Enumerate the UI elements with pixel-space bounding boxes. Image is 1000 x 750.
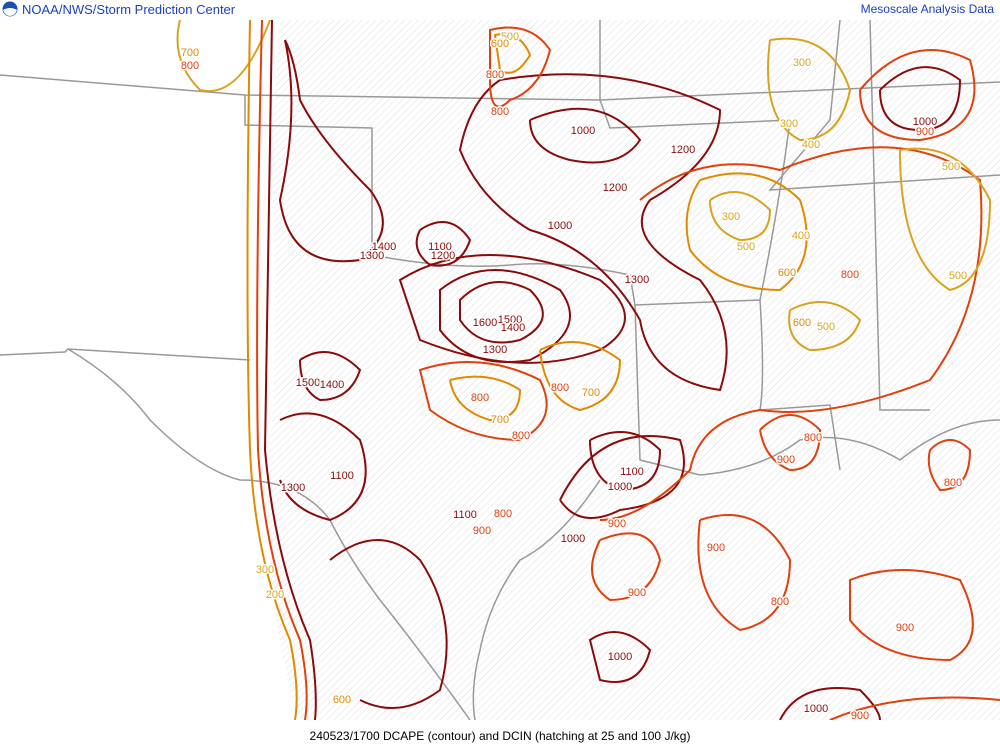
contour-label: 1100 [330,470,354,482]
contour-label: 700 [181,47,199,59]
contour-label: 1100 [453,509,477,521]
contour-label: 1300 [625,274,649,286]
map-caption: 240523/1700 DCAPE (contour) and DCIN (ha… [309,729,691,743]
contour-label: 1000 [608,481,632,493]
contour-label: 800 [944,477,962,489]
contour-label: 200 [266,589,284,601]
contour-label: 900 [916,126,934,138]
contour-label: 1200 [603,182,627,194]
contour-label: 1300 [281,482,305,494]
contour-label: 600 [778,267,796,279]
contour-label: 500 [949,270,967,282]
contour-label: 500 [817,321,835,333]
contour-label: 300 [256,564,274,576]
dcin-hatching-area [268,20,1000,720]
contour-label: 1000 [561,533,585,545]
contour-label: 300 [722,211,740,223]
contour-label: 600 [333,694,351,706]
contour-label: 700 [582,387,600,399]
dcape-contours [176,20,1000,720]
contour-label: 1300 [483,344,507,356]
contour-label: 1000 [548,220,572,232]
contour-label: 1400 [501,322,525,334]
contour-label: 500 [737,241,755,253]
contour-label: 900 [608,518,626,530]
contour-label: 300 [793,57,811,69]
dcape-map: 1000 1200 1200 1000 1400 1100 1300 1200 1300 1600… [0,20,1000,720]
contour-label: 800 [471,392,489,404]
contour-label: 1100 [620,466,644,478]
contour-label: 500 [501,31,519,43]
contour-label: 800 [491,106,509,118]
contour-label: 1200 [431,250,455,262]
contour-label: 900 [707,542,725,554]
contour-label: 800 [841,269,859,281]
contour-labels: 1000 1200 1200 1000 1400 1100 1300 1200 1300 1600… [179,30,968,721]
contour-label: 600 [793,317,811,329]
contour-label: 1300 [360,250,384,262]
contour-label: 1000 [571,125,595,137]
org-title: NOAA/NWS/Storm Prediction Center [22,1,236,17]
contour-label: 400 [792,230,810,242]
contour-label: 800 [512,430,530,442]
contour-label: 800 [771,596,789,608]
contour-label: 900 [896,622,914,634]
contour-label: 900 [473,525,491,537]
contour-label: 900 [777,454,795,466]
contour-label: 1400 [372,241,396,253]
contour-label: 800 [551,382,569,394]
contour-label: 600 [491,38,509,50]
contour-label: 300 [780,118,798,130]
contour-label: 1000 [804,703,828,715]
noaa-logo-icon [2,1,18,17]
product-title: Mesoscale Analysis Data [860,2,994,16]
contour-label: 800 [181,60,199,72]
header-org: NOAA/NWS/Storm Prediction Center [2,1,235,17]
contour-label: 800 [804,432,822,444]
contour-label: 1000 [913,116,937,128]
contour-label: 1500 [498,314,522,326]
contour-label: 500 [942,161,960,173]
contour-label: 700 [491,414,509,426]
contour-label: 1500 [296,377,320,389]
contour-label: 800 [486,69,504,81]
contour-label: 1000 [608,651,632,663]
contour-label: 800 [494,508,512,520]
contour-label: 1100 [428,241,452,253]
contour-label: 1600 [473,317,497,329]
contour-label: 900 [628,587,646,599]
contour-label: 900 [851,710,869,720]
contour-label: 400 [802,139,820,151]
contour-label: 1200 [671,144,695,156]
contour-label: 1400 [320,379,344,391]
